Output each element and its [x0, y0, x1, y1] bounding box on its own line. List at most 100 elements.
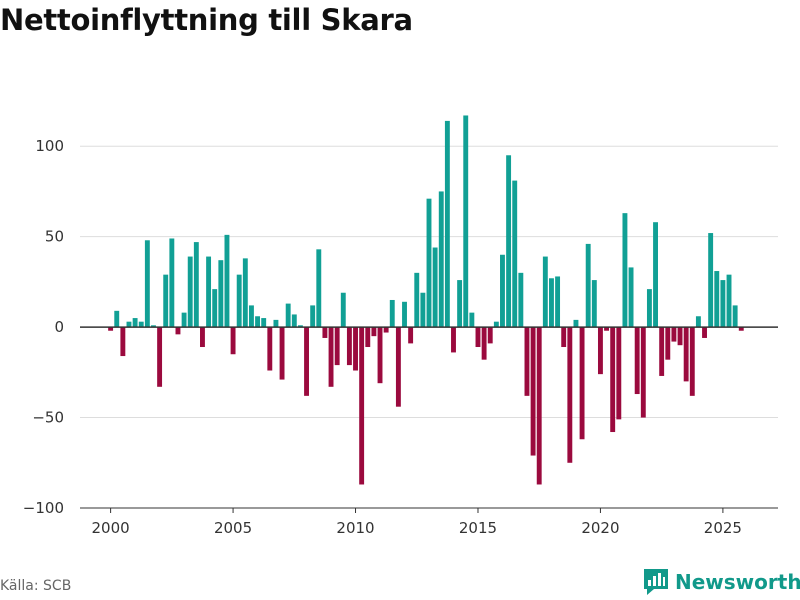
bar	[138, 321, 144, 328]
bar	[524, 327, 530, 396]
bar	[218, 260, 224, 328]
bar	[383, 327, 389, 333]
bar	[646, 289, 652, 328]
bar	[346, 327, 352, 366]
bar	[738, 327, 744, 331]
bar	[328, 327, 334, 387]
bar	[408, 327, 414, 344]
bar	[291, 314, 297, 328]
bar	[677, 327, 683, 346]
bar	[622, 213, 628, 328]
newsworthy-brand[interactable]: Newsworthy	[643, 568, 800, 596]
bar	[512, 180, 518, 328]
y-tick-label: −100	[23, 499, 64, 517]
x-tick-label: 2000	[92, 519, 130, 537]
chart-title: Nettoinflyttning till Skara	[0, 3, 413, 37]
bar	[469, 312, 475, 328]
bar	[683, 327, 689, 382]
y-axis-ticks: −100 −50 0 50 100	[23, 137, 64, 517]
bar	[334, 327, 340, 366]
bar	[359, 327, 365, 485]
bar	[316, 249, 322, 328]
x-tick-label: 2015	[459, 519, 497, 537]
bar	[230, 327, 236, 355]
bar	[597, 327, 603, 375]
bar	[163, 274, 169, 328]
bar	[714, 271, 720, 328]
bar	[732, 305, 738, 328]
bar	[297, 325, 303, 328]
bar	[132, 318, 138, 328]
bar	[187, 256, 193, 328]
bar	[340, 292, 346, 328]
bar	[206, 256, 212, 328]
bar	[371, 327, 377, 337]
bar	[414, 272, 420, 328]
bar	[108, 327, 114, 331]
bar	[353, 327, 358, 371]
bar	[555, 276, 561, 328]
bar	[549, 278, 554, 328]
bar	[567, 327, 573, 463]
bar	[702, 327, 707, 338]
bar	[432, 247, 438, 328]
bar	[671, 327, 677, 342]
bar	[708, 233, 714, 328]
bar	[689, 327, 695, 396]
y-tick-label: 50	[45, 228, 64, 246]
bar	[236, 274, 242, 328]
y-tick-label: 0	[54, 318, 64, 336]
bar	[285, 303, 291, 328]
bar	[169, 238, 175, 328]
bar	[561, 327, 567, 348]
bar	[438, 191, 444, 328]
bar	[200, 327, 205, 348]
bar	[573, 319, 579, 328]
bar	[530, 327, 536, 456]
bar	[634, 327, 640, 395]
bar	[377, 327, 383, 384]
source-label: Källa: SCB	[0, 578, 72, 594]
bar	[144, 240, 150, 328]
x-tick-label: 2020	[581, 519, 619, 537]
bar	[604, 327, 610, 331]
bar	[395, 327, 401, 407]
bar	[640, 327, 646, 418]
bar	[487, 327, 493, 344]
bar	[659, 327, 665, 376]
bar	[248, 305, 254, 328]
x-axis-ticks: 2000 2005 2010 2015 2020 2025	[92, 508, 742, 537]
bar	[267, 327, 273, 371]
bar	[426, 198, 432, 328]
bar	[451, 327, 456, 353]
bar	[695, 316, 701, 328]
bar	[579, 327, 585, 440]
bar	[389, 299, 395, 328]
bar	[420, 292, 426, 328]
y-tick-label: −50	[32, 409, 64, 427]
bar	[181, 312, 187, 328]
bar	[402, 301, 407, 328]
bar	[273, 319, 279, 328]
bar	[500, 254, 505, 328]
brand-name: Newsworthy	[675, 570, 800, 594]
bar	[255, 316, 261, 328]
bar	[542, 256, 548, 328]
bar	[157, 327, 163, 387]
x-tick-label: 2010	[336, 519, 374, 537]
bar	[665, 327, 671, 360]
bar	[720, 280, 726, 328]
bar	[126, 321, 132, 328]
bar	[457, 280, 463, 328]
bar	[151, 325, 156, 328]
bars	[108, 115, 744, 485]
bar	[175, 327, 181, 335]
bar	[628, 267, 634, 328]
bar	[224, 234, 230, 328]
y-tick-label: 100	[35, 137, 64, 155]
bar	[726, 274, 732, 328]
bar	[212, 289, 218, 328]
bar	[444, 120, 450, 328]
bar	[506, 155, 512, 328]
bar	[279, 327, 285, 380]
